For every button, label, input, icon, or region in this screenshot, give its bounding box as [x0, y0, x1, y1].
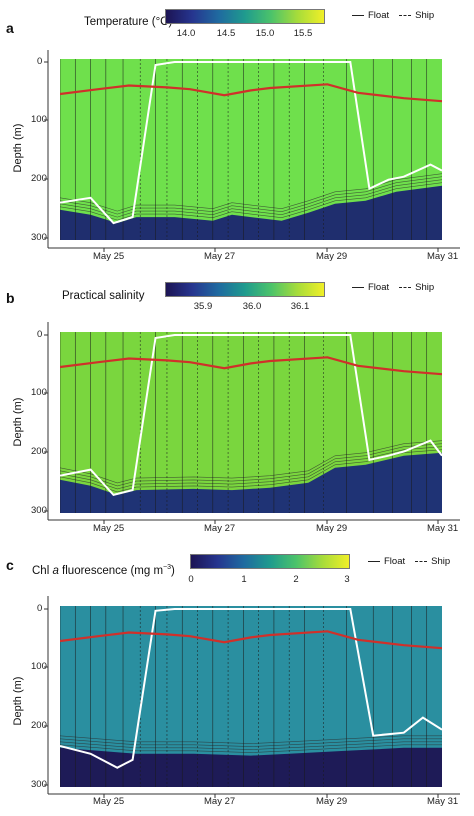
colorbar-a-tick-1: 14.0 [176, 28, 196, 39]
x-tick-c-may25: May 25 [93, 796, 125, 807]
float-depth-track [60, 608, 442, 769]
ship-line-swatch [415, 561, 428, 562]
ship-legend-label: Ship [415, 10, 435, 21]
colorbar-c-tick-4: 3 [344, 574, 350, 585]
y-tick-b-200: 200 [31, 446, 47, 457]
y-tick-c-300: 300 [31, 779, 47, 790]
contour-line [60, 173, 442, 212]
contour-line [60, 738, 442, 747]
colorbar-b [165, 282, 325, 297]
y-tick-a-0: 0 [37, 56, 43, 67]
heatmap-plot-a [60, 59, 442, 240]
contour-line [60, 440, 442, 484]
colorbar-c-tick-1: 0 [188, 574, 194, 585]
y-tick-a-300: 300 [31, 232, 47, 243]
panel-letter-a: a [6, 20, 14, 36]
x-tick-a-may25: May 25 [93, 251, 125, 262]
contour-line [60, 446, 442, 490]
contour-line [60, 443, 442, 487]
mixed-layer-depth-line [60, 356, 442, 376]
x-tick-b-may25: May 25 [93, 523, 125, 534]
y-tick-b-100: 100 [31, 387, 47, 398]
axes-frame-a [44, 50, 460, 252]
contour-line [60, 735, 442, 744]
float-line-swatch [352, 287, 364, 288]
ship-legend-label: Ship [415, 282, 435, 293]
contour-line [60, 179, 442, 218]
float-depth-track [60, 61, 442, 225]
axes-frame-b [44, 322, 460, 524]
x-tick-c-may31: May 31 [427, 796, 459, 807]
y-tick-c-200: 200 [31, 720, 47, 731]
x-tick-c-may29: May 29 [316, 796, 348, 807]
x-tick-a-may27: May 27 [204, 251, 236, 262]
heatmap-plot-c [60, 606, 442, 787]
float-line-swatch [352, 15, 364, 16]
colorbar-title-a: Temperature (°C) [84, 16, 173, 28]
colorbar-b-tick-3: 36.1 [290, 301, 310, 312]
chl-a-italic: a [52, 564, 59, 577]
colorbar-a-tick-2: 14.5 [216, 28, 236, 39]
colorbar-title-b: Practical salinity [62, 290, 145, 302]
x-tick-c-may27: May 27 [204, 796, 236, 807]
colorbar-c-tick-2: 1 [241, 574, 247, 585]
colorbar-b-tick-2: 36.0 [242, 301, 262, 312]
float-legend-label: Float [368, 10, 390, 21]
y-tick-b-0: 0 [37, 329, 43, 340]
line-legend-c: Float Ship [368, 556, 450, 567]
float-legend-label: Float [384, 556, 406, 567]
x-tick-a-may31: May 31 [427, 251, 459, 262]
panel-letter-b: b [6, 290, 15, 306]
float-depth-track [60, 334, 442, 497]
x-tick-b-may31: May 31 [427, 523, 459, 534]
colorbar-a-tick-3: 15.0 [255, 28, 275, 39]
colorbar-a-tick-4: 15.5 [293, 28, 313, 39]
ship-line-swatch [399, 287, 412, 288]
line-legend-b: Float Ship [352, 282, 434, 293]
x-tick-b-may29: May 29 [316, 523, 348, 534]
colorbar-c-tick-3: 2 [293, 574, 299, 585]
ship-line-swatch [399, 15, 412, 16]
y-tick-a-200: 200 [31, 173, 47, 184]
float-line-swatch [368, 561, 380, 562]
contour-line [60, 741, 442, 750]
y-tick-c-100: 100 [31, 661, 47, 672]
x-tick-b-may27: May 27 [204, 523, 236, 534]
float-legend-label: Float [368, 282, 390, 293]
colorbar-title-c: Chl a fluorescence (mg m−3) [32, 564, 175, 577]
colorbar-a [165, 9, 325, 24]
ship-legend-label: Ship [431, 556, 451, 567]
contour-line [60, 176, 442, 215]
panel-letter-c: c [6, 557, 14, 573]
y-tick-c-0: 0 [37, 603, 43, 614]
mixed-layer-depth-line [60, 630, 442, 650]
line-legend-a: Float Ship [352, 10, 434, 21]
colorbar-c [190, 554, 350, 569]
contour-line [60, 182, 442, 221]
heatmap-plot-b [60, 332, 442, 513]
contour-line [60, 744, 442, 753]
y-tick-a-100: 100 [31, 114, 47, 125]
colorbar-b-tick-1: 35.9 [193, 301, 213, 312]
y-tick-b-300: 300 [31, 505, 47, 516]
x-tick-a-may29: May 29 [316, 251, 348, 262]
mixed-layer-depth-line [60, 83, 442, 103]
